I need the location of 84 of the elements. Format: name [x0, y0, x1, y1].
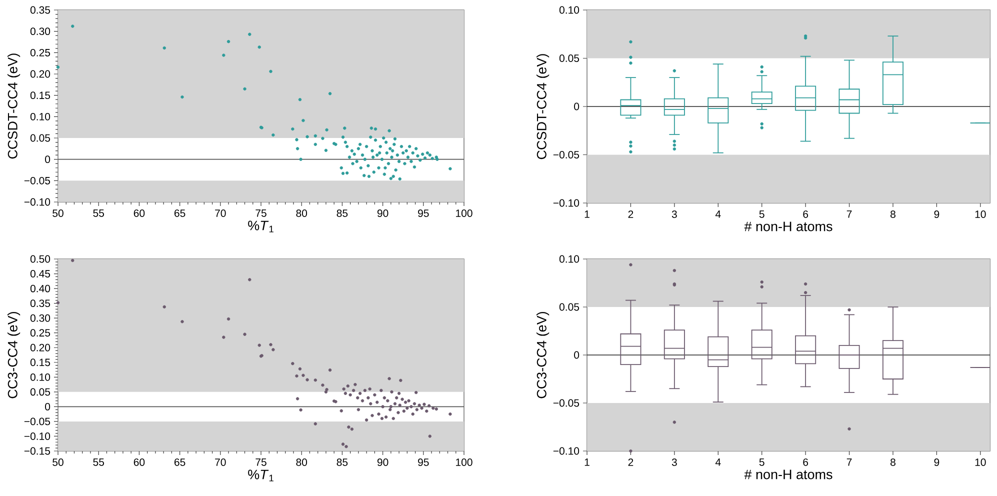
x-tick-label: 55: [93, 210, 104, 217]
x-tick-label: 3: [672, 210, 677, 218]
y-tick-label: −0.05: [24, 418, 50, 426]
x-tick-label: 5: [759, 458, 764, 466]
x-tick-label: 90: [377, 210, 388, 217]
y-tick-label: 0.10: [30, 112, 50, 120]
y-tick-label: 0.20: [30, 344, 50, 352]
x-tick-label: 90: [377, 458, 388, 466]
x-tick-label: 1: [584, 210, 590, 218]
x-tick-label: 1: [584, 458, 590, 466]
x-tick-label: 4: [715, 458, 721, 466]
x-tick-label: 95: [418, 458, 429, 466]
y-tick-label: 0.10: [559, 255, 580, 263]
x-tick-label: 9: [934, 210, 940, 218]
y-tick-label: 0.35: [30, 6, 50, 14]
x-axis-title: # non-H atoms: [744, 222, 832, 232]
x-tick-label: 75: [256, 458, 266, 466]
x-tick-label: 6: [803, 458, 808, 466]
y-tick-label: −0.15: [24, 447, 50, 455]
x-tick-label: 2: [628, 458, 634, 466]
y-tick-label: −0.10: [553, 199, 580, 207]
y-tick-label: 0.45: [30, 270, 50, 278]
x-tick-label: 50: [52, 458, 64, 466]
x-tick-label: 95: [418, 210, 429, 217]
y-tick-label: 0.05: [559, 54, 580, 62]
y-tick-label: 0.50: [30, 255, 50, 263]
y-tick-label: 0: [45, 156, 50, 164]
x-tick-label: 80: [296, 210, 308, 217]
y-tick-label: 0: [574, 351, 580, 359]
x-tick-label: 5: [759, 210, 764, 218]
y-tick-label: 0.05: [30, 134, 50, 142]
y-axis-title: CC3-CC4 (eV): [536, 312, 550, 398]
x-tick-label: 65: [174, 210, 186, 217]
x-tick-label: 2: [628, 210, 634, 218]
y-tick-label: 0.25: [30, 48, 50, 56]
y-tick-label: −0.05: [24, 176, 50, 184]
y-tick-label: −0.05: [553, 151, 580, 158]
y-tick-label: 0.15: [30, 358, 50, 366]
y-tick-label: −0.10: [553, 447, 580, 455]
y-tick-label: 0.05: [30, 388, 50, 396]
x-tick-label: 70: [215, 210, 226, 217]
y-tick-label: 0.35: [30, 300, 50, 308]
x-tick-label: 100: [456, 458, 472, 466]
x-axis-title: %T$_{1}$: [248, 220, 274, 232]
y-tick-label: 0.20: [30, 70, 50, 78]
x-axis-title: # non-H atoms: [744, 470, 832, 480]
y-tick-label: 0.10: [559, 6, 580, 14]
y-tick-label: 0.30: [30, 314, 50, 322]
x-tick-label: 55: [93, 458, 104, 466]
x-tick-label: 10: [975, 458, 986, 466]
x-tick-label: 4: [715, 210, 721, 218]
x-tick-label: 7: [846, 458, 852, 466]
x-tick-label: 80: [296, 458, 308, 466]
y-tick-label: 0: [45, 402, 50, 410]
y-tick-label: 0.10: [30, 373, 50, 381]
x-tick-label: 85: [336, 210, 348, 217]
x-tick-label: 50: [52, 210, 64, 217]
x-tick-label: 10: [975, 210, 986, 218]
y-tick-label: 0.15: [30, 92, 50, 100]
x-tick-label: 60: [134, 458, 145, 466]
y-tick-label: −0.05: [553, 399, 580, 407]
x-axis-title: %T$_{1}$: [248, 470, 274, 482]
x-tick-label: 8: [890, 458, 896, 466]
x-tick-label: 6: [803, 210, 808, 218]
x-tick-label: 9: [934, 458, 940, 466]
y-tick-label: −0.10: [24, 432, 50, 440]
y-tick-label: 0: [574, 102, 580, 110]
y-axis-title: CC3-CC4 (eV): [7, 312, 20, 398]
y-axis-title: CCSDT-CC4 (eV): [536, 54, 550, 160]
y-tick-label: 0.40: [30, 284, 50, 292]
x-tick-label: 100: [456, 210, 472, 217]
y-tick-label: 0.30: [30, 28, 50, 36]
x-tick-label: 75: [256, 210, 266, 217]
x-tick-label: 70: [215, 458, 226, 466]
x-tick-label: 85: [336, 458, 348, 466]
x-tick-label: 65: [174, 458, 186, 466]
x-tick-label: 3: [672, 458, 677, 466]
y-tick-label: −0.10: [24, 198, 50, 206]
x-tick-label: 60: [134, 210, 145, 217]
x-tick-label: 8: [890, 210, 896, 218]
y-tick-label: 0.25: [30, 329, 50, 337]
y-tick-label: 0.05: [559, 303, 580, 311]
x-tick-label: 7: [846, 210, 852, 218]
y-axis-title: CCSDT-CC4 (eV): [7, 54, 20, 159]
